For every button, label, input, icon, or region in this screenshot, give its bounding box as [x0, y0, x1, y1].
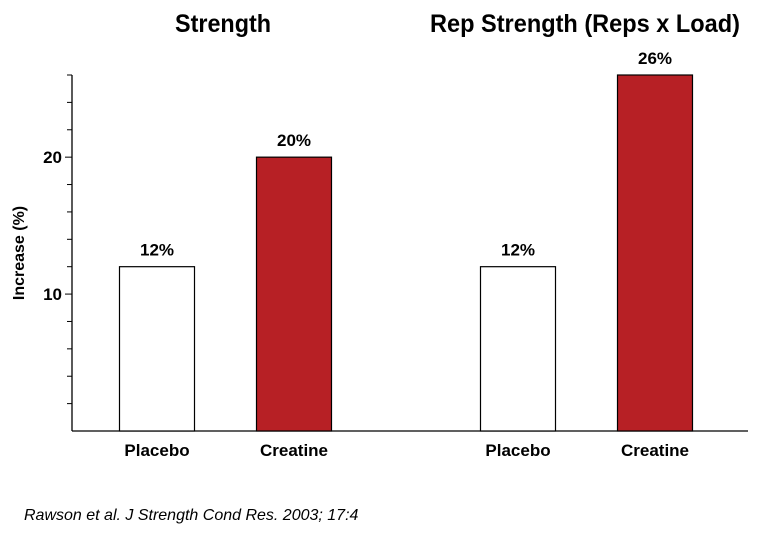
- bar-placebo: [479, 266, 557, 432]
- data-label: 20%: [277, 131, 311, 150]
- y-axis-ticks: [65, 74, 72, 405]
- bar-placebo: [118, 266, 196, 432]
- x-tick-label: Creatine: [260, 441, 328, 460]
- data-label: 12%: [140, 241, 174, 260]
- bar-creatine: [255, 156, 333, 432]
- y-axis-label: Increase (%): [11, 206, 28, 300]
- chart-text: 10 20 Increase (%) Strength 12% Placebo 20% Cre…: [11, 10, 740, 460]
- x-tick-label: Creatine: [621, 441, 689, 460]
- x-tick-label: Placebo: [485, 441, 550, 460]
- data-label: 26%: [638, 49, 672, 68]
- bar-creatine: [616, 74, 694, 432]
- x-tick-label: Placebo: [124, 441, 189, 460]
- y-tick-label: 20: [43, 148, 62, 167]
- panel-title: Rep Strength (Reps x Load): [430, 10, 740, 38]
- data-label: 12%: [501, 241, 535, 260]
- y-tick-label: 10: [43, 285, 62, 304]
- citation-text: Rawson et al. J Strength Cond Res. 2003;…: [24, 507, 359, 524]
- panel-title: Strength: [175, 10, 271, 38]
- bar-series: [118, 74, 694, 432]
